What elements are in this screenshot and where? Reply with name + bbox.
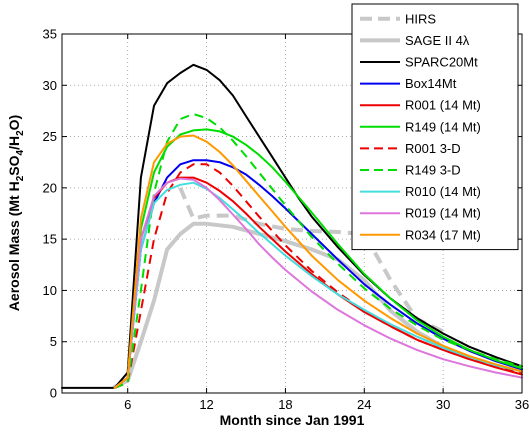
- y-tick-label: 20: [43, 180, 57, 195]
- y-tick-label: 15: [43, 232, 57, 247]
- y-tick-label: 10: [43, 283, 57, 298]
- y-label-text: SO: [6, 155, 22, 175]
- series-line-0: [178, 187, 444, 334]
- legend-label: R149 (14 Mt): [405, 119, 481, 134]
- x-tick-label: 12: [199, 397, 213, 412]
- y-label-subscript: 2: [15, 130, 26, 136]
- legend-label: R001 (14 Mt): [405, 98, 481, 113]
- legend-label: SAGE II 4λ: [405, 33, 470, 48]
- y-label-text: /H: [6, 136, 22, 150]
- x-tick-label: 18: [278, 397, 292, 412]
- x-axis-label: Month since Jan 1991: [220, 412, 365, 428]
- y-label-text: O): [6, 115, 22, 131]
- plot-frame: [61, 33, 523, 394]
- legend-label: SPARC20Mt: [405, 55, 478, 70]
- y-tick-label: 5: [50, 334, 57, 349]
- series-line-10: [113, 134, 523, 389]
- x-tick-label: 36: [515, 397, 529, 412]
- y-tick-label: 0: [50, 386, 57, 401]
- legend-label: R010 (14 Mt): [405, 184, 481, 199]
- y-tick-label: 30: [43, 78, 57, 93]
- legend-label: R019 (14 Mt): [405, 206, 481, 221]
- legend-label: R001 3-D: [405, 141, 461, 156]
- y-label-subscript: 4: [15, 149, 26, 155]
- x-tick-label: 24: [357, 397, 371, 412]
- legend-label: HIRS: [405, 11, 436, 26]
- legend-label: R034 (17 Mt): [405, 227, 481, 242]
- y-label-text: Aerosol Mass (Mt H: [6, 181, 22, 311]
- series-line-7: [114, 113, 523, 389]
- x-tick-label: 30: [436, 397, 450, 412]
- legend: HIRS SAGE II 4λ SPARC20Mt Box14Mt R001 (14 M…: [351, 3, 519, 251]
- series-line-6: [114, 163, 523, 389]
- x-tick-label: 6: [124, 397, 131, 412]
- y-label-subscript: 2: [15, 175, 26, 181]
- legend-label: Box14Mt: [405, 76, 457, 91]
- series-lines: [61, 63, 523, 389]
- series-line-9: [113, 177, 523, 389]
- legend-label: R149 3-D: [405, 163, 461, 178]
- axis-ticks: 6 12 18 24 30 36 0 5 10 15 20 25 30 35: [43, 27, 529, 413]
- y-tick-label: 35: [43, 27, 57, 42]
- y-tick-label: 25: [43, 129, 57, 144]
- series-line-8: [113, 181, 523, 389]
- y-axis-label: Aerosol Mass (Mt H2SO4/H2O): [6, 115, 26, 311]
